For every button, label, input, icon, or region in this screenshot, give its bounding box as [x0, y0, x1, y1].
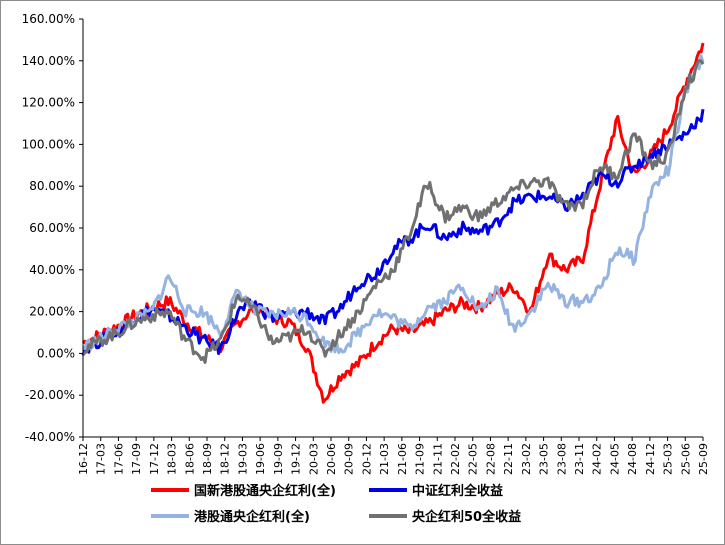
x-tick-label: 25-06 — [679, 443, 692, 475]
x-tick-label: 23-02 — [520, 443, 533, 475]
x-tick-label: 17-03 — [95, 443, 108, 475]
x-tick-label: 17-09 — [130, 443, 143, 475]
y-tick-label: 20.00% — [29, 305, 75, 319]
y-tick-label: -40.00% — [25, 430, 75, 444]
y-tick-label: 100.00% — [22, 137, 75, 151]
series-line-3 — [81, 59, 705, 364]
x-tick-label: 20-12 — [360, 443, 373, 475]
x-tick-label: 23-08 — [555, 443, 568, 475]
series-line-2 — [81, 54, 705, 355]
y-tick-label: 0.00% — [37, 346, 75, 360]
x-tick-label: 23-11 — [573, 443, 586, 475]
y-tick-label: 140.00% — [22, 54, 75, 68]
x-tick-label: 19-09 — [272, 443, 285, 475]
x-tick-label: 18-06 — [183, 443, 196, 475]
x-tick-label: 22-08 — [484, 443, 497, 475]
x-tick-label: 25-03 — [662, 443, 675, 475]
x-tick-label: 20-09 — [343, 443, 356, 475]
x-tick-label: 18-09 — [201, 443, 214, 475]
x-tick-label: 24-05 — [608, 443, 621, 475]
x-tick-label: 19-03 — [236, 443, 249, 475]
x-tick-label: 22-02 — [449, 443, 462, 475]
x-tick-label: 24-02 — [591, 443, 604, 475]
legend-label-3: 央企红利50全收益 — [412, 509, 521, 525]
x-tick-label: 21-11 — [431, 443, 444, 475]
x-tick-label: 17-06 — [112, 443, 125, 475]
y-tick-label: 40.00% — [29, 263, 75, 277]
x-tick-label: 21-06 — [396, 443, 409, 475]
x-tick-label: 16-12 — [77, 443, 90, 475]
x-tick-label: 22-05 — [467, 443, 480, 475]
legend-label-2: 港股通央企红利(全) — [194, 509, 310, 525]
y-tick-label: 120.00% — [22, 96, 75, 110]
x-tick-label: 19-12 — [290, 443, 303, 475]
x-tick-label: 25-09 — [697, 443, 710, 475]
x-tick-label: 21-03 — [378, 443, 391, 475]
x-tick-label: 22-11 — [502, 443, 515, 475]
x-tick-label: 18-12 — [219, 443, 232, 475]
x-tick-label: 21-09 — [414, 443, 427, 475]
x-tick-label: 20-06 — [325, 443, 338, 475]
legend-label-1: 中证红利全收益 — [412, 483, 503, 499]
series-line-0 — [81, 42, 705, 404]
y-tick-label: 60.00% — [29, 221, 75, 235]
y-tick-label: 160.00% — [22, 12, 75, 26]
legend-label-0: 国新港股通央企红利(全) — [194, 483, 336, 499]
x-tick-label: 23-05 — [538, 443, 551, 475]
x-tick-label: 24-12 — [644, 443, 657, 475]
x-tick-label: 17-12 — [148, 443, 161, 475]
x-tick-label: 20-03 — [307, 443, 320, 475]
y-tick-label: -20.00% — [25, 388, 75, 402]
x-tick-label: 24-08 — [626, 443, 639, 475]
x-tick-label: 19-06 — [254, 443, 267, 475]
series-line-1 — [81, 109, 705, 356]
y-tick-label: 80.00% — [29, 179, 75, 193]
x-tick-label: 18-03 — [166, 443, 179, 475]
